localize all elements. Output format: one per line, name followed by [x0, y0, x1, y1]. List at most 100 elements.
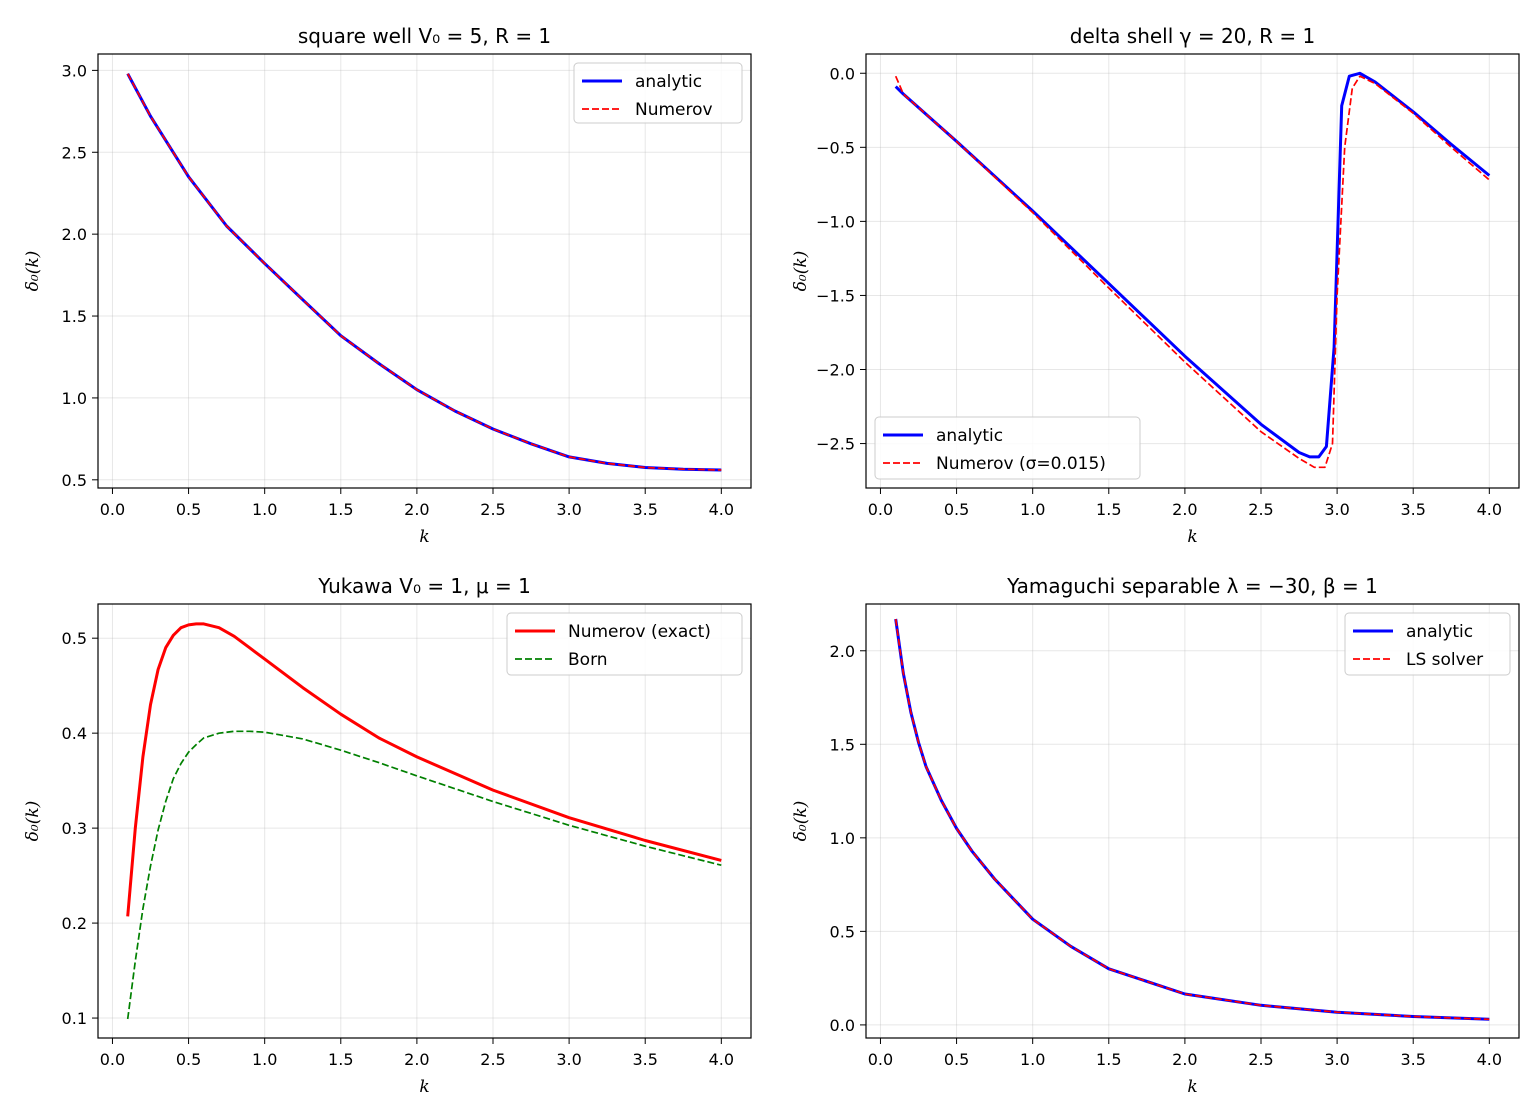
series-line-2: [126, 730, 722, 1020]
x-tick-label: 0.0: [100, 1050, 125, 1069]
x-tick-label: 1.5: [1096, 500, 1121, 519]
y-axis-label: δ₀(k): [23, 251, 43, 292]
x-tick-label: 0.0: [100, 500, 125, 519]
legend-label: Numerov (σ=0.015): [936, 454, 1106, 474]
axes-frame: [865, 603, 1520, 1039]
y-axis-label: δ₀(k): [791, 801, 811, 842]
x-tick-label: 3.5: [632, 1050, 657, 1069]
chart-panel-3: 0.0 0.5 1.0 1.5 2.0 2.5 3.0 3.5 4.0 0.1 0.2 0.3 0.4 0…: [23, 574, 752, 1097]
legend: analytic Numerov (σ=0.015): [874, 416, 1141, 480]
x-axis-label: k: [1187, 527, 1197, 547]
legend-label: Numerov: [635, 100, 713, 120]
x-tick-label: 3.5: [1400, 1050, 1425, 1069]
y-tick-label: 3.0: [62, 61, 87, 80]
x-tick-label: 3.5: [632, 500, 657, 519]
legend: analytic LS solver: [1344, 612, 1511, 676]
x-tick-label: 2.0: [404, 1050, 429, 1069]
x-tick-label: 1.0: [252, 1050, 277, 1069]
x-tick-label: 3.0: [556, 500, 581, 519]
x-tick-label: 1.5: [328, 500, 353, 519]
x-tick-label: 2.5: [1248, 500, 1273, 519]
x-tick-label: 0.5: [944, 500, 969, 519]
x-tick-label: 1.0: [1020, 500, 1045, 519]
x-tick-label: 4.0: [1477, 1050, 1502, 1069]
x-tick-label: 3.0: [1324, 500, 1349, 519]
grid: [866, 604, 1519, 1038]
y-tick-label: 0.2: [62, 914, 87, 933]
series-line-1: [126, 622, 722, 917]
y-tick-label: 0.4: [62, 724, 87, 743]
x-tick-label: 4.0: [709, 1050, 734, 1069]
x-tick-label: 1.0: [1020, 1050, 1045, 1069]
x-tick-label: 3.0: [556, 1050, 581, 1069]
y-tick-label: 0.5: [830, 922, 855, 941]
y-tick-label: 2.5: [62, 143, 87, 162]
axes-frame: [97, 603, 752, 1039]
x-tick-label: 1.5: [1096, 1050, 1121, 1069]
legend-label: Born: [568, 650, 608, 670]
x-tick-label: 0.5: [176, 500, 201, 519]
chart-title: delta shell γ = 20, R = 1: [1070, 24, 1315, 48]
legend-label: Numerov (exact): [568, 622, 711, 642]
legend-box: [874, 416, 1141, 480]
y-tick-label: 1.0: [62, 389, 87, 408]
x-tick-label: 1.0: [252, 500, 277, 519]
legend-box: [573, 62, 743, 124]
chart-panel-4: 0.0 0.5 1.0 1.5 2.0 2.5 3.0 3.5 4.0 0.0 0.5 1.0 1.5 2…: [791, 574, 1520, 1097]
x-tick-label: 0.5: [944, 1050, 969, 1069]
chart-panel-2: 0.0 0.5 1.0 1.5 2.0 2.5 3.0 3.5 4.0 0.0 −0.5 −1.0 −1…: [791, 24, 1520, 547]
x-axis-label: k: [419, 527, 429, 547]
legend-label: analytic: [1406, 622, 1473, 642]
y-tick-label: −0.5: [816, 138, 855, 157]
legend: analytic Numerov: [573, 62, 743, 124]
x-tick-label: 0.0: [868, 1050, 893, 1069]
y-axis-label: δ₀(k): [791, 251, 811, 292]
x-tick-label: 0.5: [176, 1050, 201, 1069]
y-axis-label: δ₀(k): [23, 801, 43, 842]
y-tick-label: −2.5: [816, 435, 855, 454]
y-tick-label: 1.0: [830, 829, 855, 848]
x-tick-label: 4.0: [709, 500, 734, 519]
chart-title: Yukawa V₀ = 1, μ = 1: [317, 574, 531, 598]
x-tick-label: 2.5: [480, 500, 505, 519]
y-tick-label: 0.0: [830, 64, 855, 83]
y-tick-label: −1.0: [816, 212, 855, 231]
y-tick-label: 2.0: [830, 642, 855, 661]
x-tick-label: 2.0: [404, 500, 429, 519]
grid: [98, 54, 751, 488]
x-axis-label: k: [1187, 1077, 1197, 1097]
x-tick-label: 3.5: [1400, 500, 1425, 519]
axes-frame: [865, 53, 1520, 489]
y-tick-label: −2.0: [816, 361, 855, 380]
y-tick-label: 0.5: [62, 471, 87, 490]
y-tick-label: 2.0: [62, 225, 87, 244]
x-tick-label: 2.5: [480, 1050, 505, 1069]
series-line-2: [894, 618, 1490, 1021]
chart-title: square well V₀ = 5, R = 1: [298, 24, 551, 48]
legend: Numerov (exact) Born: [506, 612, 743, 676]
series-line-2: [126, 73, 722, 471]
chart-title: Yamaguchi separable λ = −30, β = 1: [1006, 574, 1378, 598]
x-tick-label: 4.0: [1477, 500, 1502, 519]
series-line-1: [126, 72, 722, 472]
legend-label: analytic: [936, 426, 1003, 446]
x-tick-label: 2.0: [1172, 1050, 1197, 1069]
x-axis-label: k: [419, 1077, 429, 1097]
y-tick-label: 1.5: [62, 307, 87, 326]
y-tick-label: 0.0: [830, 1016, 855, 1035]
axes-frame: [97, 53, 752, 489]
x-tick-label: 2.5: [1248, 1050, 1273, 1069]
legend-box: [506, 612, 743, 676]
x-tick-label: 3.0: [1324, 1050, 1349, 1069]
y-tick-label: 0.5: [62, 629, 87, 648]
legend-label: analytic: [635, 72, 702, 92]
legend-label: LS solver: [1406, 650, 1483, 670]
y-tick-label: −1.5: [816, 286, 855, 305]
y-tick-label: 0.3: [62, 819, 87, 838]
series-line-2: [894, 75, 1490, 469]
series-line-1: [894, 71, 1491, 459]
x-tick-label: 0.0: [868, 500, 893, 519]
grid: [98, 604, 751, 1038]
x-tick-label: 1.5: [328, 1050, 353, 1069]
